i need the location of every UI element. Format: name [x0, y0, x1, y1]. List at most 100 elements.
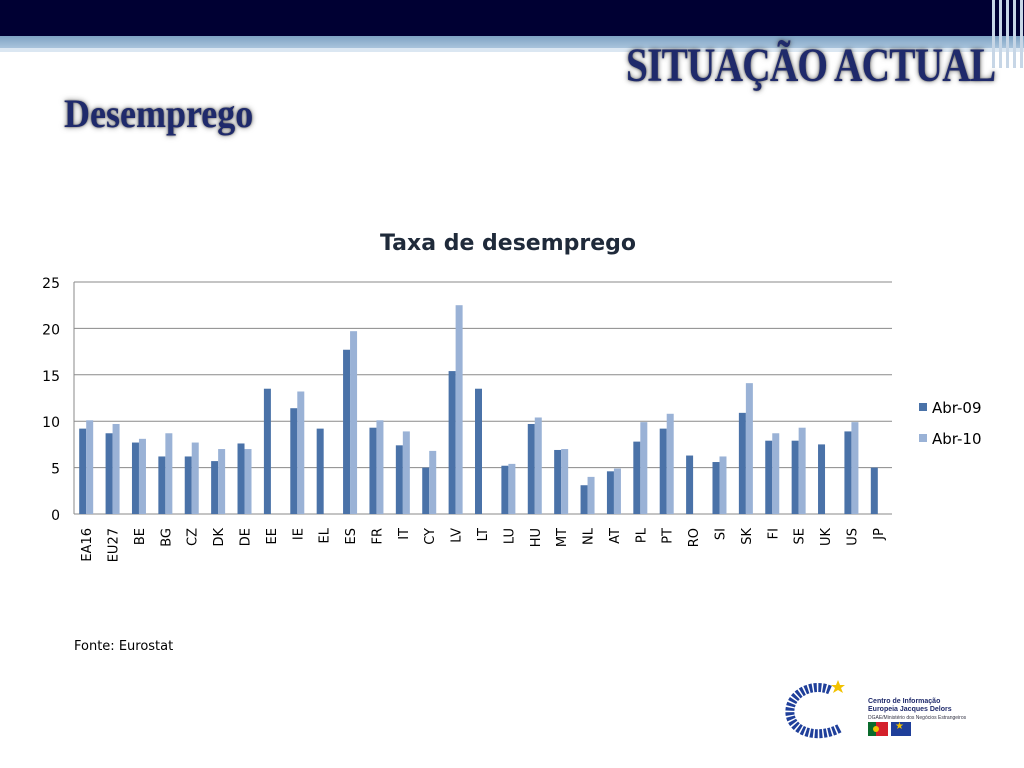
bar-abr-10-sk — [745, 383, 753, 514]
bar-abr-09-ea16 — [79, 428, 87, 514]
eu-flag-icon — [891, 721, 911, 736]
source-note: Fonte: Eurostat — [74, 639, 174, 654]
bar-abr-10-cz — [191, 442, 199, 514]
bar-abr-09-it — [395, 445, 403, 514]
logo-line1: Centro de Informação — [868, 698, 941, 705]
x-tick-label: IT — [397, 528, 412, 540]
bar-abr-10-ea16 — [86, 420, 94, 514]
bar-abr-09-eu27 — [105, 433, 113, 514]
y-tick-label: 0 — [51, 508, 60, 524]
bar-abr-10-hu — [534, 417, 542, 514]
bar-abr-09-pl — [633, 441, 641, 514]
bar-abr-09-fr — [369, 427, 377, 514]
x-tick-label: CZ — [186, 528, 201, 546]
bar-abr-10-pt — [666, 413, 674, 514]
bar-abr-09-hu — [527, 423, 535, 514]
chart-title: Taxa de desemprego — [380, 231, 636, 256]
x-tick-label: SI — [713, 528, 728, 540]
y-tick-label: 15 — [42, 369, 60, 385]
x-tick-label: CY — [423, 528, 438, 545]
x-tick-label: BG — [159, 528, 174, 547]
cie-logo — [785, 680, 845, 739]
x-tick-label: SK — [740, 528, 755, 545]
bar-abr-10-mt — [561, 449, 569, 514]
bar-abr-09-uk — [818, 444, 826, 514]
bar-abr-09-cz — [184, 456, 192, 514]
x-tick-label: UK — [819, 528, 834, 547]
bar-abr-09-es — [343, 349, 351, 514]
x-tick-label: DE — [239, 528, 254, 546]
portugal-flag-icon — [868, 722, 888, 736]
bar-abr-09-be — [131, 442, 139, 514]
x-tick-label: BE — [133, 528, 148, 545]
bar-abr-10-lv — [455, 305, 463, 514]
header-stripe-light — [0, 48, 1024, 52]
x-tick-label: LT — [476, 528, 491, 541]
bar-abr-09-nl — [580, 485, 588, 514]
bar-abr-09-us — [844, 431, 852, 514]
bar-abr-10-nl — [587, 476, 595, 514]
bar-abr-10-si — [719, 456, 727, 514]
bar-abr-10-be — [138, 438, 146, 514]
bar-abr-09-sk — [738, 412, 746, 514]
slide-subtitle: Desemprego — [64, 91, 254, 136]
bar-abr-09-bg — [158, 456, 166, 514]
x-tick-label: EE — [265, 528, 280, 544]
x-tick-label: IE — [291, 528, 306, 540]
bar-abr-09-cy — [422, 467, 430, 514]
bar-abr-10-fr — [376, 420, 384, 514]
x-tick-label: EA16 — [80, 528, 95, 562]
logo-line2: Europeia Jacques Delors — [868, 706, 952, 713]
bar-abr-09-ee — [263, 388, 271, 514]
bar-abr-09-at — [606, 471, 614, 514]
legend-label: Abr-10 — [932, 430, 982, 448]
x-tick-label: MT — [555, 528, 570, 547]
bar-abr-09-mt — [554, 449, 562, 514]
bar-abr-09-pt — [659, 428, 667, 514]
bar-abr-09-dk — [211, 461, 219, 514]
x-tick-label: FR — [370, 528, 385, 545]
x-tick-label: LU — [502, 528, 517, 544]
x-tick-label: ES — [344, 528, 359, 544]
bar-abr-10-lu — [508, 463, 516, 514]
bar-abr-09-de — [237, 443, 245, 514]
x-tick-label: SE — [793, 528, 808, 544]
bar-abr-10-pl — [640, 422, 648, 514]
bar-abr-10-at — [613, 468, 621, 514]
x-tick-label: RO — [687, 528, 702, 547]
bar-abr-10-bg — [165, 433, 173, 514]
x-tick-label: AT — [608, 528, 623, 544]
bar-abr-09-el — [316, 428, 324, 514]
x-tick-label: FI — [766, 528, 781, 539]
y-tick-label: 25 — [42, 276, 60, 292]
y-tick-label: 5 — [51, 462, 60, 478]
x-tick-label: JP — [872, 528, 887, 541]
legend-swatch — [919, 403, 927, 411]
x-tick-label: NL — [582, 527, 597, 545]
x-tick-label: PT — [661, 528, 676, 544]
y-tick-label: 20 — [42, 322, 60, 338]
bar-abr-09-si — [712, 462, 720, 514]
x-tick-label: PL — [634, 527, 649, 543]
bar-abr-10-dk — [218, 449, 226, 514]
legend-swatch — [919, 434, 927, 442]
header-stripe — [0, 36, 1024, 48]
bar-abr-10-se — [798, 427, 806, 514]
slide-title: SITUAÇÃO ACTUAL — [626, 39, 996, 92]
bar-abr-09-jp — [870, 467, 878, 514]
corner-decoration — [990, 0, 1024, 68]
bar-abr-10-fi — [772, 433, 780, 514]
bar-abr-09-se — [791, 440, 799, 514]
bar-abr-10-cy — [429, 450, 437, 514]
bar-abr-09-fi — [765, 440, 773, 514]
x-tick-label: DK — [212, 528, 227, 547]
legend-label: Abr-09 — [932, 399, 982, 417]
bar-abr-10-ie — [297, 391, 305, 514]
bar-abr-10-de — [244, 449, 252, 514]
bar-abr-09-lv — [448, 371, 456, 514]
bar-abr-09-ro — [686, 455, 694, 514]
bar-abr-10-it — [402, 431, 410, 514]
bar-abr-09-ie — [290, 408, 298, 514]
x-tick-label: EL — [318, 527, 333, 543]
